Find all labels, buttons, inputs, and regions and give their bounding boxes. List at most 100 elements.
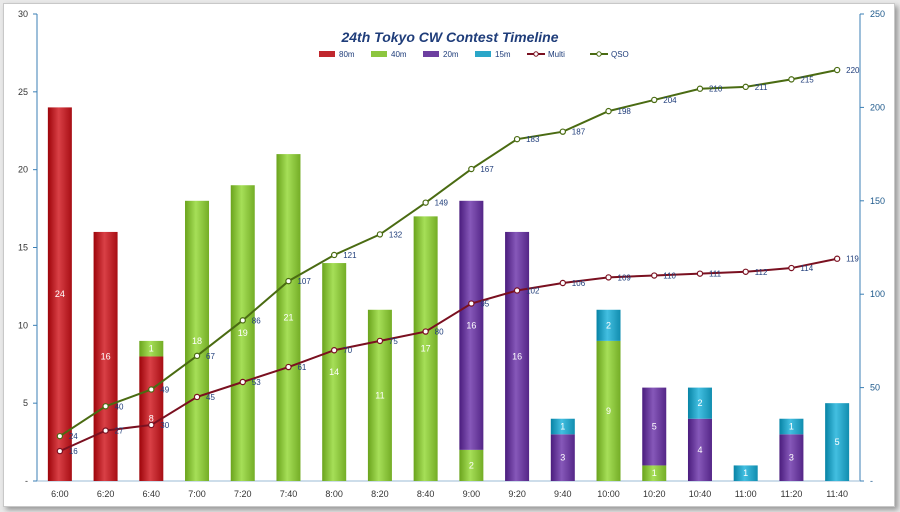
point-qso [513,135,521,143]
legend-marker [533,51,539,57]
x-tick-label: 6:00 [51,489,69,499]
point-multi [605,274,612,281]
point-label: 112 [755,268,768,277]
line-qso [59,69,838,438]
x-tick-label: 7:40 [280,489,298,499]
point-label: 86 [252,316,261,325]
bar-value-label: 2 [606,320,611,330]
point-multi [559,279,567,287]
bar-value-label: 3 [789,453,794,463]
point-multi [56,447,64,455]
bar-value-label: 21 [283,313,293,323]
point-multi [285,363,292,371]
point-multi [742,268,749,275]
point-multi [696,270,704,277]
y2-tick-label: 100 [870,289,885,299]
point-label: 45 [206,393,215,402]
y-tick-label: 20 [18,165,28,175]
bar-value-label: 16 [101,351,111,361]
point-label: 107 [297,277,311,286]
point-label: 24 [69,432,78,441]
bar-40m [276,154,301,481]
point-label: 49 [160,385,169,394]
bar-value-label: 2 [697,398,702,408]
x-tick-label: 9:40 [554,489,572,499]
point-label: 210 [709,85,723,94]
x-tick-label: 11:20 [780,489,802,499]
point-qso [605,107,612,115]
point-qso [833,66,841,74]
x-tick-label: 7:00 [188,489,206,499]
point-label: 183 [526,135,540,144]
bar-40m [230,185,255,481]
y-tick-label: 30 [18,9,28,19]
point-qso [56,432,64,440]
point-label: 102 [526,286,540,295]
point-label: 67 [206,352,215,361]
point-multi [193,393,201,401]
bar-40m [642,465,667,481]
bar-value-label: 1 [652,468,657,478]
legend-label: Multi [548,50,565,59]
point-label: 109 [618,273,632,282]
point-multi [239,378,246,386]
point-label: 149 [435,199,449,208]
point-qso [559,128,567,135]
legend-label: 40m [391,50,407,59]
point-label: 16 [69,447,78,456]
point-qso [422,199,429,206]
point-qso [376,231,384,238]
point-label: 53 [252,378,261,387]
x-tick-label: 6:20 [97,489,115,499]
bar-20m [459,200,484,450]
point-multi [513,287,521,294]
bar-40m [185,200,210,482]
point-qso [102,403,109,410]
point-label: 204 [663,96,677,105]
bar-value-label: 16 [466,320,476,330]
point-qso [193,352,201,360]
line-multi [59,257,838,453]
bar-value-label: 18 [192,336,202,346]
legend-label: 80m [339,50,355,59]
x-tick-label: 10:40 [689,489,712,499]
point-qso [239,317,246,324]
legend-swatch-40m [371,51,387,57]
bar-20m [779,434,804,481]
x-tick-label: 8:40 [417,489,435,499]
bar-15m [733,465,758,481]
point-label: 111 [709,270,722,279]
bar-80m [47,107,72,482]
point-qso [330,251,338,259]
y-tick-label: 5 [23,398,28,408]
bar-20m [687,418,712,481]
point-label: 30 [160,421,169,430]
bar-value-label: 1 [149,344,154,354]
bar-value-label: 24 [55,289,65,299]
point-label: 40 [115,402,124,411]
bar-value-label: 11 [375,390,384,400]
point-label: 75 [389,337,398,346]
bar-20m [642,387,667,466]
point-label: 114 [800,264,813,273]
point-label: 187 [572,128,586,137]
point-qso [285,277,292,285]
point-label: 167 [480,165,494,174]
point-multi [148,421,155,429]
x-tick-label: 6:40 [143,489,161,499]
x-tick-label: 9:00 [463,489,481,499]
bar-40m [459,449,484,481]
point-label: 220 [846,66,860,75]
bar-value-label: 16 [512,351,522,361]
bar-80m [139,356,164,481]
point-multi [651,272,658,279]
point-qso [148,386,155,393]
bar-40m [596,340,621,481]
x-tick-label: 8:00 [325,489,343,499]
y2-tick-label: 150 [870,196,885,206]
point-multi [422,328,429,335]
y2-tick-label: 50 [870,383,880,393]
point-multi [330,347,338,354]
point-label: 198 [618,107,632,116]
x-tick-label: 11:40 [826,489,848,499]
